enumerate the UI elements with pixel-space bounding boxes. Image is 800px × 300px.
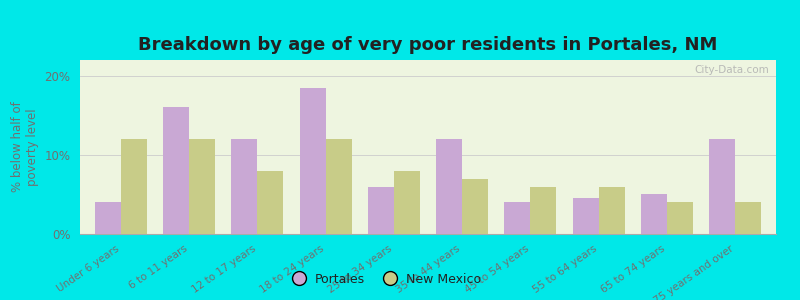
Bar (300, 88, 326, 234)
Bar (326, 139, 351, 234)
Legend: Portales, New Mexico: Portales, New Mexico (282, 268, 486, 291)
Title: Breakdown by age of very poor residents in Portales, NM: Breakdown by age of very poor residents … (138, 36, 718, 54)
Bar (436, 139, 462, 234)
Bar (709, 139, 735, 234)
Bar (163, 107, 189, 234)
Bar (394, 171, 420, 234)
Bar (258, 171, 283, 234)
Bar (667, 202, 693, 234)
Y-axis label: % below half of
poverty level: % below half of poverty level (10, 102, 38, 192)
Bar (95, 202, 121, 234)
Bar (121, 139, 147, 234)
Bar (231, 139, 258, 234)
Bar (735, 202, 761, 234)
Bar (641, 194, 667, 234)
Bar (368, 187, 394, 234)
Bar (598, 187, 625, 234)
Bar (462, 178, 488, 234)
Bar (530, 187, 556, 234)
Bar (573, 198, 598, 234)
Text: City-Data.com: City-Data.com (694, 65, 769, 75)
Bar (505, 202, 530, 234)
Bar (189, 139, 215, 234)
